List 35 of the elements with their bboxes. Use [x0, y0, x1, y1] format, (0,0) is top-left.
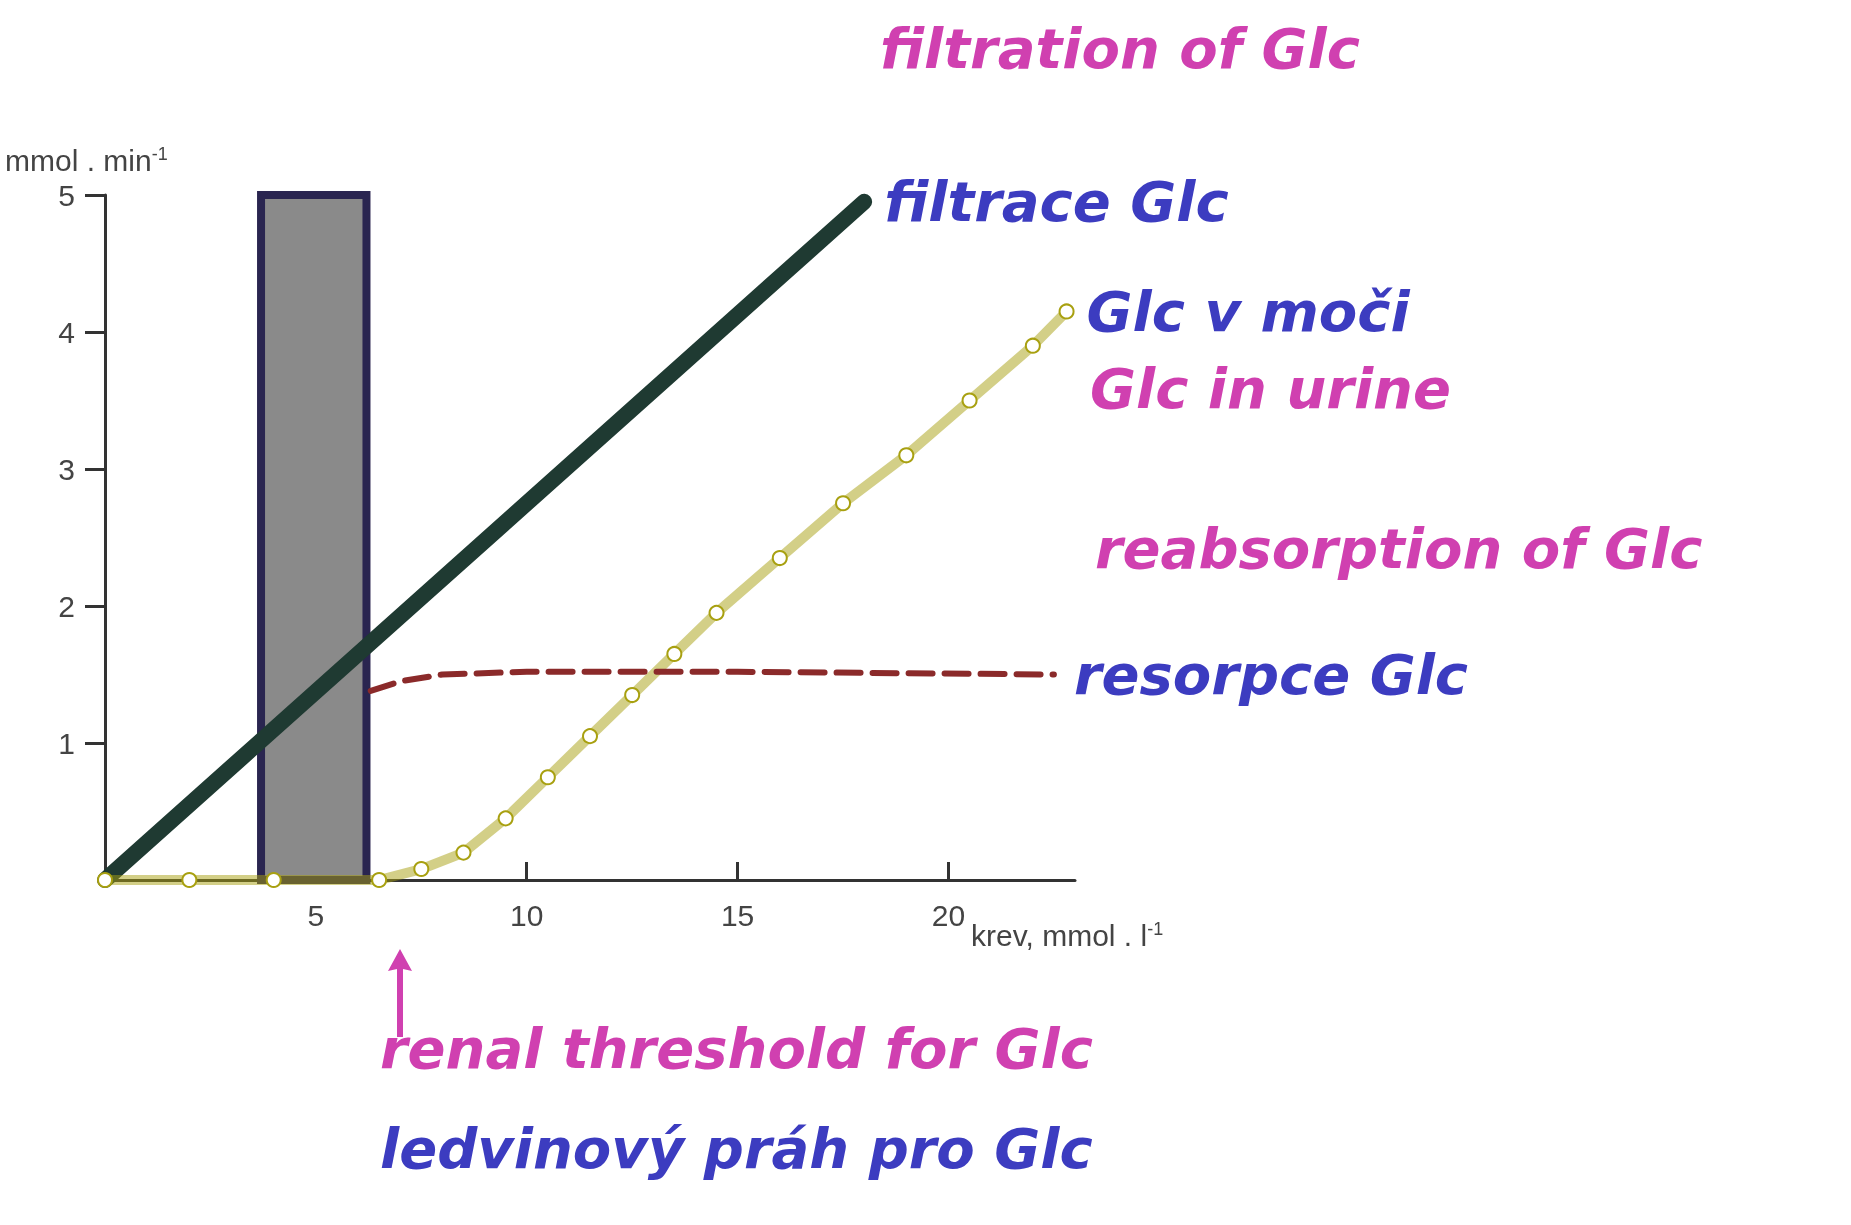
y-tick-label: 4 — [58, 315, 75, 349]
y-tick-label: 5 — [58, 178, 75, 212]
point — [624, 687, 641, 704]
point — [539, 769, 556, 786]
point — [455, 844, 472, 861]
x-tick-label: 5 — [307, 898, 325, 932]
point — [497, 810, 514, 827]
point — [961, 392, 978, 409]
series-label: Glc v moči — [1086, 278, 1411, 344]
point — [265, 872, 282, 888]
point — [1058, 303, 1075, 320]
text: renal threshold for Glc — [380, 1015, 1093, 1081]
point — [1024, 337, 1041, 354]
point — [371, 872, 388, 888]
series-label: filtrace Glc — [884, 169, 1229, 235]
point — [413, 861, 430, 878]
x-tick-label: 15 — [720, 898, 755, 932]
point — [898, 447, 915, 464]
text: filtration of Glc — [880, 15, 1360, 81]
series-label: resorpce Glc — [1073, 642, 1469, 707]
text: ledvinový práh pro Glc — [380, 1115, 1093, 1181]
x-tick-label: 10 — [510, 898, 544, 932]
point — [708, 604, 725, 621]
point — [97, 872, 113, 888]
y-tick-label: 2 — [58, 589, 75, 623]
point — [771, 550, 788, 567]
x-tick-label: 20 — [931, 898, 966, 932]
point — [666, 645, 683, 662]
text: reabsorption of Glc — [1095, 515, 1703, 581]
y-tick-label: 1 — [58, 726, 75, 760]
point — [582, 728, 598, 745]
y-tick-label: 3 — [58, 452, 75, 486]
text: Glc in urine — [1090, 355, 1451, 421]
point — [181, 872, 198, 888]
point — [835, 495, 852, 512]
